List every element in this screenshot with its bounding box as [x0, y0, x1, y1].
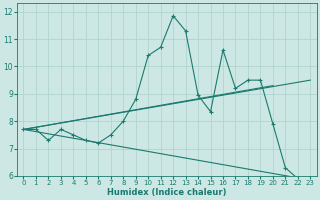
X-axis label: Humidex (Indice chaleur): Humidex (Indice chaleur) [107, 188, 227, 197]
